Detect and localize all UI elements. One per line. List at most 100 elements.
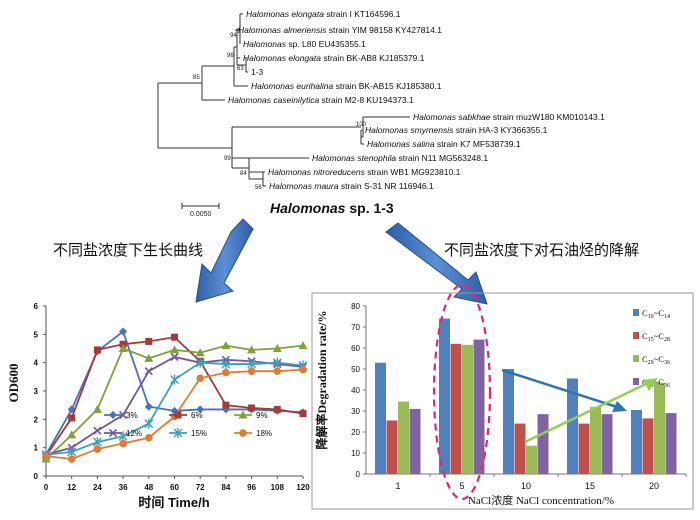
taxon-species: eurihalina bbox=[296, 81, 333, 91]
line-chart-series bbox=[41, 327, 308, 463]
line-chart-ylabel: OD600 bbox=[6, 364, 21, 403]
legend-item: 15% bbox=[169, 428, 207, 438]
taxon-species: smyrnensis bbox=[410, 125, 454, 135]
legend-item: 6% bbox=[169, 411, 203, 420]
taxon-species: almeriensis bbox=[283, 25, 327, 35]
line-chart-legend: 3% 6% 9% 12% 15% 18% bbox=[104, 410, 272, 438]
legend-sub: 10 bbox=[648, 314, 654, 320]
bar-C15~C28 bbox=[514, 423, 526, 474]
taxon-genus: Halomonas bbox=[268, 167, 313, 177]
legend-sub: 36 bbox=[664, 383, 670, 389]
y-tick-label: 0 bbox=[356, 470, 361, 479]
bar-C10~C36 bbox=[601, 414, 613, 474]
tree-caption-rest: sp. 1-3 bbox=[345, 200, 393, 216]
data-point bbox=[171, 333, 178, 341]
bootstrap-value: 56 bbox=[255, 185, 262, 191]
taxon-label: Halomonas stenophila strain N11 MG563248… bbox=[312, 153, 488, 163]
data-point bbox=[145, 433, 153, 442]
taxon-rest: strain WB1 MG923810.1 bbox=[365, 167, 461, 177]
taxon-rest: sp. L80 EU435355.1 bbox=[288, 39, 366, 49]
legend-sep: ~C bbox=[654, 308, 665, 318]
data-point bbox=[299, 410, 307, 418]
y-tick-label: 3 bbox=[34, 387, 39, 396]
taxon-rest: strain HA-3 KY366355.1 bbox=[453, 125, 547, 135]
data-point bbox=[173, 428, 183, 438]
left-arrow-shape bbox=[195, 218, 254, 303]
bar-C10~C36 bbox=[409, 408, 421, 474]
x-tick-label: 36 bbox=[119, 483, 128, 492]
y-tick-label: 2 bbox=[34, 415, 39, 424]
y-tick-label: 4 bbox=[34, 359, 39, 368]
legend-label: 6% bbox=[191, 411, 203, 420]
legend-item: C29~C36 bbox=[633, 354, 670, 366]
taxon-label: Halomonas smyrnensis strain HA-3 KY36635… bbox=[365, 125, 548, 135]
right-arrow-shape bbox=[385, 222, 488, 305]
legend-label: C29~C36 bbox=[642, 354, 670, 366]
legend-sub: 29 bbox=[648, 360, 654, 366]
bootstrap-value: 94 bbox=[230, 33, 237, 39]
y-tick-label: 20 bbox=[351, 428, 360, 437]
legend-label: 12% bbox=[126, 429, 142, 438]
bar-C29~C36 bbox=[398, 401, 409, 474]
data-point bbox=[170, 352, 179, 362]
data-point bbox=[93, 445, 102, 453]
tree-caption: Halomonas sp. 1-3 bbox=[270, 200, 394, 216]
data-point bbox=[196, 405, 205, 414]
data-point bbox=[195, 357, 205, 368]
data-point bbox=[272, 344, 282, 352]
trend-arrow-up-head bbox=[643, 378, 658, 391]
bar-C15~C28 bbox=[450, 343, 462, 474]
legend-label: C10~C14 bbox=[642, 308, 670, 320]
y-tick-label: 80 bbox=[351, 302, 360, 311]
trend-arrow-down bbox=[501, 368, 627, 412]
phylogenetic-tree: Halomonas elongata strain I KT164596.1Ha… bbox=[157, 9, 605, 218]
data-point bbox=[109, 411, 117, 419]
data-point bbox=[170, 374, 179, 385]
data-point bbox=[272, 357, 282, 368]
tree-taxa-labels: Halomonas elongata strain I KT164596.1Ha… bbox=[228, 9, 605, 191]
bar-chart-ylabel: 降解率Degradation rate/% bbox=[314, 311, 329, 450]
bar-C10~C14 bbox=[631, 409, 642, 474]
taxon-genus: Halomonas bbox=[228, 95, 273, 105]
y-tick-label: 6 bbox=[34, 302, 39, 311]
growth-curve-title: 不同盐浓度下生长曲线 bbox=[53, 242, 203, 259]
taxon-species: caseinilytica bbox=[273, 95, 319, 105]
data-point bbox=[238, 410, 248, 419]
bar-C10~C14 bbox=[439, 318, 450, 474]
legend-label: 15% bbox=[191, 429, 207, 438]
data-point bbox=[298, 341, 308, 350]
data-point bbox=[42, 452, 50, 460]
tree-branches bbox=[157, 13, 410, 187]
trend-arrow-down-head bbox=[612, 401, 627, 412]
taxon-genus: Halomonas bbox=[246, 9, 291, 19]
data-point bbox=[67, 455, 76, 463]
taxon-genus: Halomonas bbox=[243, 39, 288, 49]
bootstrap-value: 85 bbox=[193, 75, 200, 81]
legend-swatch bbox=[633, 309, 639, 316]
x-tick-label: 1 bbox=[395, 481, 400, 491]
taxon-species: maura bbox=[314, 181, 338, 191]
legend-swatch bbox=[633, 378, 639, 385]
data-point bbox=[299, 365, 307, 374]
legend-sub: 14 bbox=[664, 314, 670, 320]
x-tick-label: 24 bbox=[93, 483, 102, 492]
bootstrap-value: 84 bbox=[240, 171, 247, 177]
taxon-species: sabkhae bbox=[458, 112, 490, 122]
taxon-genus: Halomonas bbox=[238, 25, 283, 35]
taxon-label: Halomonas salina strain K7 MF538739.1 bbox=[367, 139, 521, 149]
y-tick-label: 60 bbox=[351, 344, 360, 353]
legend-sep: ~C bbox=[654, 377, 665, 387]
series-9% bbox=[41, 341, 308, 463]
taxon-label: Halomonas sabkhae strain muzW180 KM01014… bbox=[413, 112, 605, 122]
taxon-species: stenophila bbox=[357, 153, 396, 163]
x-tick-label: 15 bbox=[585, 481, 595, 491]
data-point bbox=[273, 405, 281, 413]
x-tick-label: 20 bbox=[649, 481, 659, 491]
bar-chart-xlabel: NaCl浓度 NaCl concentration/% bbox=[468, 493, 614, 507]
data-point bbox=[195, 348, 205, 357]
trend-arrow-down-line bbox=[501, 368, 618, 409]
data-point bbox=[145, 337, 153, 345]
